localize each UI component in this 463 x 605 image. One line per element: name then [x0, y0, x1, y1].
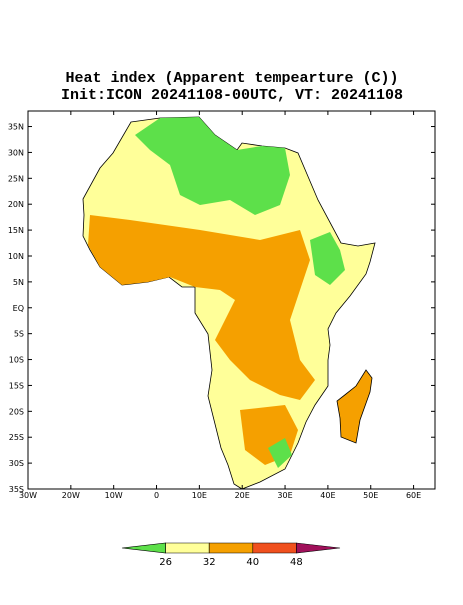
colorbar-segment [296, 542, 341, 554]
x-tick-label: 30E [277, 491, 292, 500]
cool-region [310, 232, 345, 285]
y-tick-label: 30N [8, 148, 24, 157]
y-tick-label: 35S [9, 485, 24, 494]
x-tick-label: 0 [154, 491, 159, 500]
y-tick-label: 10S [9, 356, 24, 365]
y-tick-label: 25N [8, 174, 24, 183]
cool-region [268, 438, 292, 468]
x-tick-label: 30W [19, 491, 37, 500]
y-tick-label: 10N [8, 252, 24, 261]
y-tick-label: 35N [8, 123, 24, 132]
colorbar-segment [252, 542, 297, 554]
x-tick-label: 20W [62, 491, 80, 500]
y-tick-label: 5S [14, 330, 24, 339]
y-tick-label: 15N [8, 226, 24, 235]
y-tick-label: 15S [9, 381, 24, 390]
x-tick-label: 10W [105, 491, 123, 500]
x-tick-label: 20E [235, 491, 250, 500]
colorbar-label: 48 [290, 557, 303, 568]
x-tick-label: 50E [363, 491, 378, 500]
colorbar-segment [165, 542, 210, 554]
colorbar-segment [121, 542, 166, 554]
y-tick-label: 30S [9, 459, 24, 468]
y-tick-label: EQ [13, 304, 24, 313]
cool-region [135, 117, 290, 215]
colorbar-label: 26 [159, 557, 172, 568]
y-tick-label: 5N [13, 278, 24, 287]
y-tick-label: 25S [9, 433, 24, 442]
x-tick-label: 10E [192, 491, 207, 500]
x-tick-label: 40E [320, 491, 335, 500]
colorbar-label: 32 [203, 557, 216, 568]
hot-region [88, 215, 315, 400]
colorbar-label: 40 [246, 557, 259, 568]
colorbar-segment [208, 542, 254, 554]
madagascar [336, 369, 373, 444]
x-tick-label: 60E [406, 491, 421, 500]
land [82, 116, 376, 490]
y-tick-label: 20N [8, 200, 24, 209]
map-subtitle: Init:ICON 20241108-00UTC, VT: 20241108 [61, 87, 403, 104]
y-tick-label: 20S [9, 407, 24, 416]
map-frame [27, 110, 436, 490]
map-title: Heat index (Apparent tempearture (C)) [65, 70, 398, 87]
